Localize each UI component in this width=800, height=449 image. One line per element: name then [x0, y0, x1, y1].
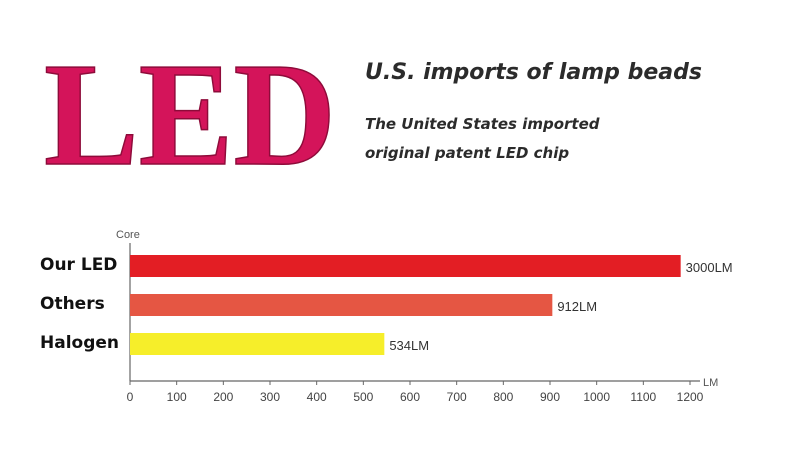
headline: U.S. imports of lamp beads [365, 60, 702, 85]
bar-others [130, 294, 553, 316]
x-tick-label: 900 [540, 390, 560, 404]
x-tick-label: 1000 [583, 390, 610, 404]
subline-1: The United States imported [365, 115, 600, 133]
data-label-others: 912LM [557, 299, 597, 314]
y-axis-label: Core [116, 229, 140, 241]
x-tick-label: 500 [353, 390, 373, 404]
x-axis-label: LM [703, 377, 718, 389]
led-logo: LED [44, 48, 337, 178]
x-tick-label: 0 [127, 390, 134, 404]
row-label-halogen: Halogen [40, 333, 120, 353]
x-tick-label: 800 [493, 390, 513, 404]
x-tick-label: 400 [307, 390, 327, 404]
bar-our-led [130, 255, 681, 277]
x-tick-label: 1200 [677, 390, 704, 404]
x-tick-label: 700 [447, 390, 467, 404]
data-label-halogen: 534LM [389, 338, 429, 353]
row-label-others: Others [40, 294, 105, 314]
row-label-our-led: Our LED [40, 255, 118, 275]
x-tick-label: 200 [213, 390, 233, 404]
led-logo-text: LED [44, 48, 336, 178]
bar-halogen [130, 333, 385, 355]
x-tick-label: 600 [400, 390, 420, 404]
x-tick-label: 1100 [630, 390, 656, 404]
data-label-our-led: 3000LM [686, 260, 733, 275]
x-tick-label: 100 [167, 390, 187, 404]
x-tick-label: 300 [260, 390, 280, 404]
subline-2: original patent LED chip [365, 144, 570, 162]
